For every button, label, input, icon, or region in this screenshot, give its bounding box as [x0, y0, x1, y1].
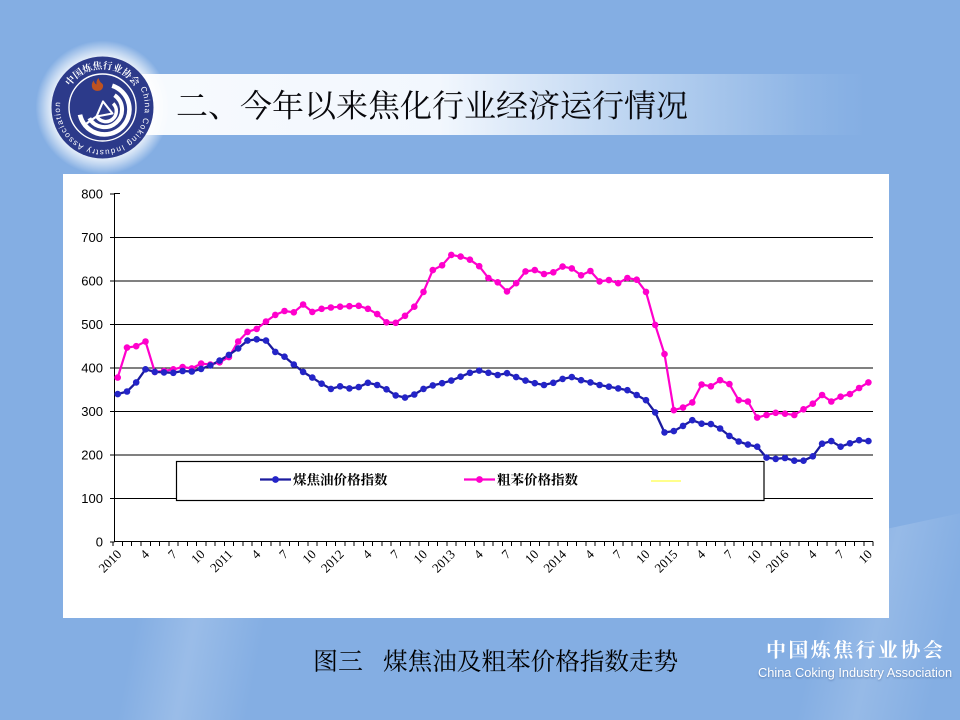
svg-text:2016: 2016: [763, 546, 792, 575]
svg-text:2014: 2014: [540, 546, 569, 575]
svg-text:10: 10: [299, 547, 319, 567]
svg-text:7: 7: [498, 546, 514, 562]
svg-text:100: 100: [81, 491, 103, 506]
svg-text:10: 10: [855, 547, 875, 567]
svg-text:800: 800: [81, 187, 103, 202]
svg-text:7: 7: [832, 546, 848, 562]
svg-text:4: 4: [471, 546, 487, 562]
svg-text:4: 4: [693, 546, 709, 562]
svg-text:10: 10: [522, 547, 542, 567]
svg-text:10: 10: [744, 547, 764, 567]
svg-text:4: 4: [582, 546, 598, 562]
svg-text:10: 10: [188, 547, 208, 567]
svg-text:7: 7: [276, 546, 292, 562]
svg-text:2015: 2015: [651, 547, 680, 576]
svg-text:600: 600: [81, 274, 103, 289]
svg-text:400: 400: [81, 361, 103, 376]
svg-text:7: 7: [165, 546, 181, 562]
svg-text:2010: 2010: [95, 547, 124, 576]
svg-text:4: 4: [804, 546, 820, 562]
svg-text:300: 300: [81, 404, 103, 419]
svg-text:500: 500: [81, 317, 103, 332]
svg-text:4: 4: [359, 546, 375, 562]
svg-text:10: 10: [633, 547, 653, 567]
svg-text:7: 7: [721, 546, 737, 562]
svg-text:2011: 2011: [207, 547, 236, 576]
svg-text:0: 0: [96, 535, 103, 550]
svg-text:10: 10: [410, 547, 430, 567]
svg-text:7: 7: [387, 546, 403, 562]
svg-text:4: 4: [248, 546, 264, 562]
svg-text:7: 7: [610, 546, 626, 562]
svg-text:200: 200: [81, 448, 103, 463]
svg-text:4: 4: [137, 546, 153, 562]
svg-text:700: 700: [81, 230, 103, 245]
svg-text:2012: 2012: [318, 547, 347, 576]
svg-text:2013: 2013: [429, 547, 458, 576]
